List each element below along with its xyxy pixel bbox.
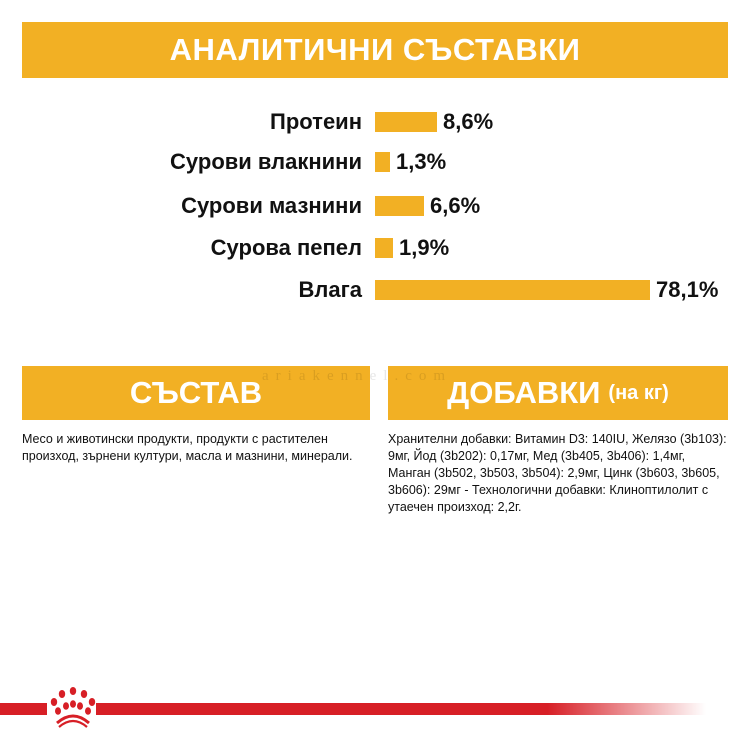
analytic-label: Сурови влакнини — [170, 149, 362, 174]
brand-line-left — [0, 703, 47, 715]
composition-heading: СЪСТАВ — [22, 366, 370, 420]
analytic-row: Влага 78,1% — [0, 275, 750, 305]
analytic-value: 1,9% — [399, 235, 450, 260]
analytic-label: Сурови мазнини — [181, 193, 362, 218]
analytic-bar — [375, 112, 437, 132]
page-title: АНАЛИТИЧНИ СЪСТАВКИ — [22, 22, 728, 78]
analytic-row: Сурова пепел 1,9% — [0, 233, 750, 263]
analytic-value: 1,3% — [396, 149, 447, 174]
analytic-bar — [375, 238, 393, 258]
composition-text: Месо и животински продукти, продукти с р… — [22, 432, 353, 463]
analytic-row: Сурови мазнини 6,6% — [0, 191, 750, 221]
analytic-value: 8,6% — [443, 109, 494, 134]
analytic-bar — [375, 196, 424, 216]
analytic-label: Сурова пепел — [210, 235, 362, 260]
analytic-label: Протеин — [270, 109, 362, 134]
brand-line-right — [96, 703, 706, 715]
additives-heading-text: ДОБАВКИ — [447, 375, 601, 410]
analytic-value: 78,1% — [656, 277, 719, 302]
analytic-row: Протеин 8,6% — [0, 107, 750, 137]
composition-heading-text: СЪСТАВ — [129, 375, 263, 410]
additives-heading: ДОБАВКИ (на кг) — [388, 366, 728, 420]
analytic-bar — [375, 152, 390, 172]
additives-heading-unit: (на кг) — [608, 381, 669, 404]
analytic-label: Влага — [298, 277, 363, 302]
analytic-bar — [375, 280, 650, 300]
watermark: ariakennel.com — [262, 368, 453, 384]
analytic-value: 6,6% — [430, 193, 481, 218]
analytic-row: Сурови влакнини 1,3% — [0, 147, 750, 177]
additives-text: Хранителни добавки: Витамин D3: 140IU, Ж… — [388, 432, 727, 514]
crown-logo-icon — [50, 687, 96, 728]
